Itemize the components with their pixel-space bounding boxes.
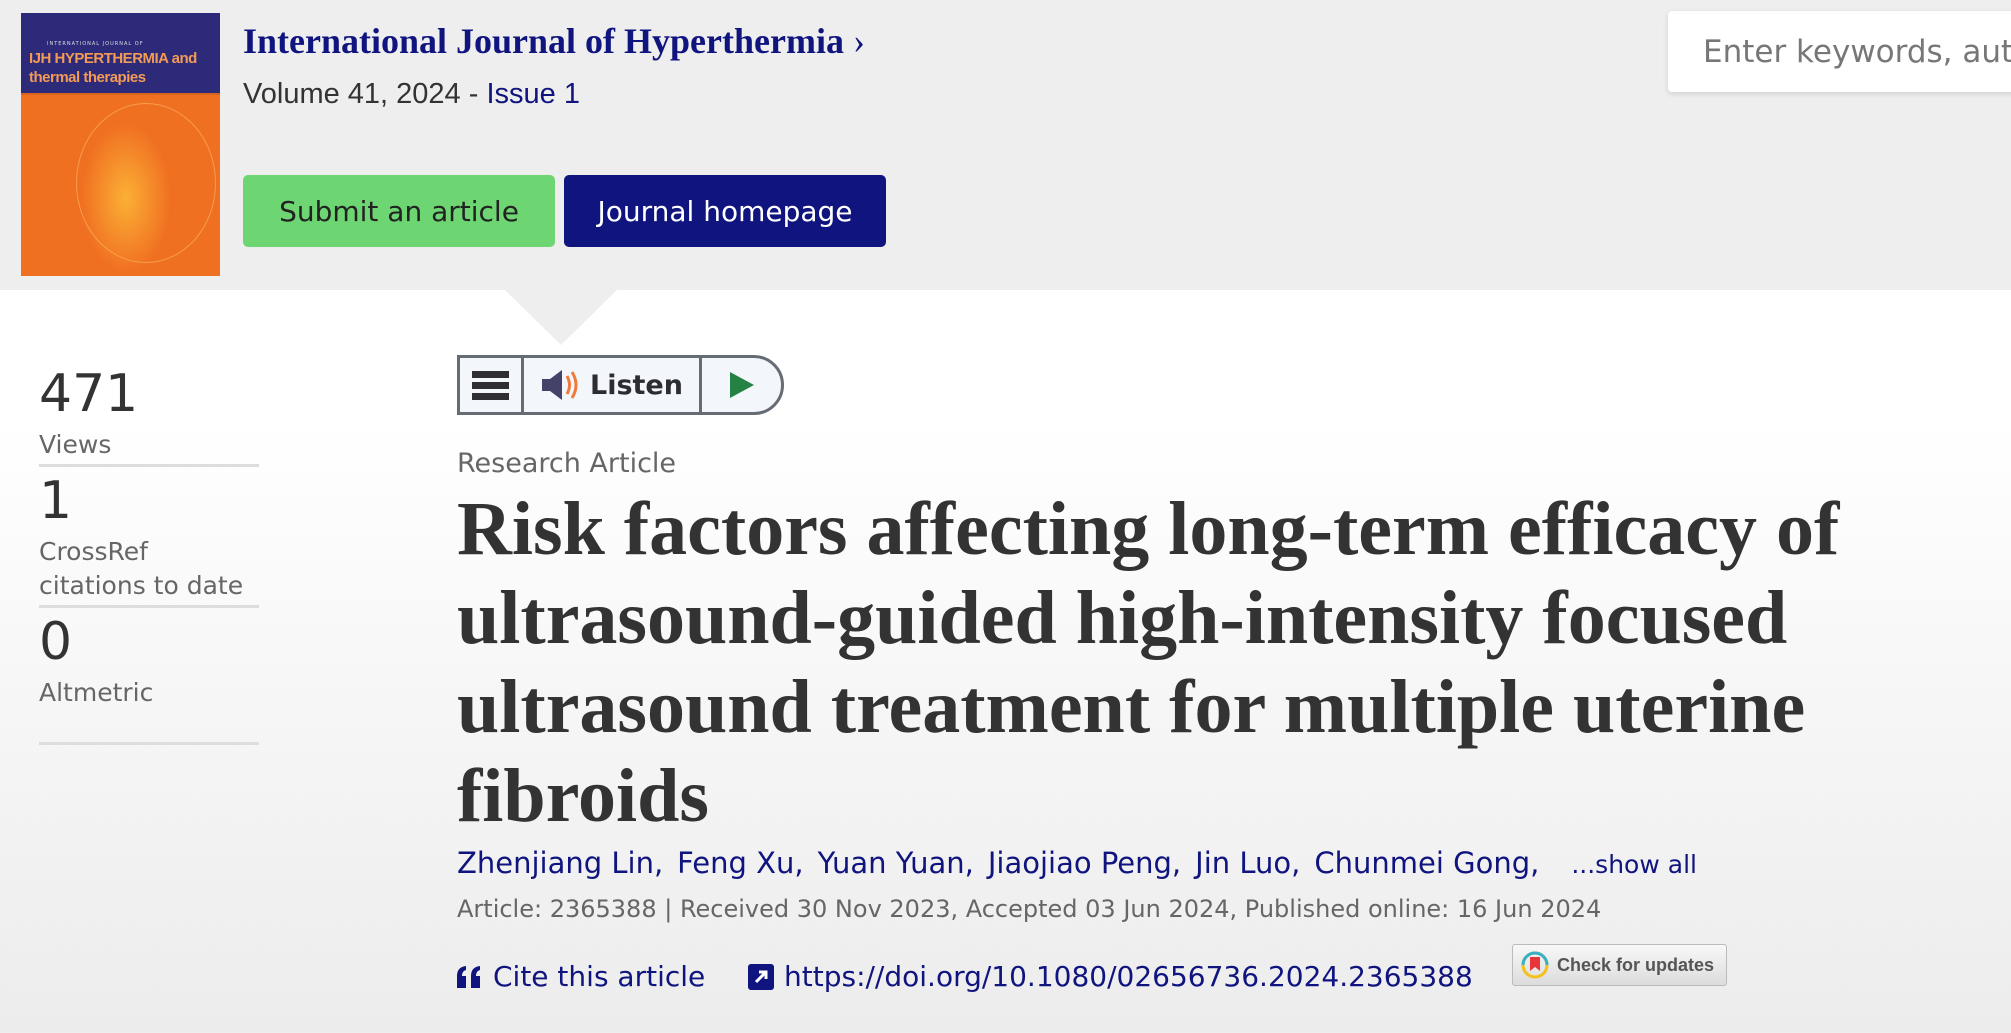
- metric-label: Views: [39, 430, 112, 459]
- article-type: Research Article: [457, 448, 677, 479]
- doi-link[interactable]: https://doi.org/10.1080/02656736.2024.23…: [748, 960, 1473, 993]
- listen-button[interactable]: Listen: [524, 358, 702, 412]
- journal-title-link[interactable]: International Journal of Hyperthermia ›: [243, 20, 865, 62]
- header-notch: [505, 290, 617, 345]
- cover-logo-text: IJH HYPERTHERMIA and thermal therapies: [29, 50, 197, 86]
- journal-title: International Journal of Hyperthermia: [243, 21, 844, 61]
- check-updates-label: Check for updates: [1557, 954, 1715, 975]
- metric-altmetric[interactable]: 0 Altmetric: [39, 608, 259, 745]
- external-link-icon: [748, 963, 774, 990]
- metric-label: Altmetric: [39, 678, 154, 707]
- metric-value: 471: [39, 364, 139, 424]
- check-for-updates-button[interactable]: Check for updates: [1512, 944, 1727, 986]
- cover-band: [21, 13, 220, 95]
- author-link[interactable]: Yuan Yuan,: [817, 846, 974, 880]
- journal-cover-image[interactable]: INTERNATIONAL JOURNAL OF IJH HYPERTHERMI…: [21, 13, 220, 276]
- cover-figure: [81, 123, 171, 273]
- cite-article-link[interactable]: Cite this article: [457, 960, 705, 993]
- article-title: Risk factors affecting long-term efficac…: [457, 487, 1840, 838]
- article-dates: Article: 2365388 | Received 30 Nov 2023,…: [457, 895, 1602, 923]
- author-link[interactable]: Feng Xu,: [677, 846, 804, 880]
- speaker-icon: [542, 370, 578, 400]
- metric-crossref[interactable]: 1 CrossRef citations to date: [39, 467, 259, 608]
- author-link[interactable]: Zhenjiang Lin,: [457, 846, 664, 880]
- cite-label: Cite this article: [493, 960, 706, 993]
- article-metrics: 471 Views 1 CrossRef citations to date 0…: [39, 360, 259, 745]
- quote-icon: [457, 965, 480, 988]
- metric-label: CrossRef citations to date: [39, 537, 244, 600]
- submit-article-button[interactable]: Submit an article: [243, 175, 555, 247]
- search-input[interactable]: Enter keywords, auth: [1668, 11, 2011, 92]
- menu-icon[interactable]: [460, 358, 524, 412]
- author-link[interactable]: Chunmei Gong,: [1314, 846, 1540, 880]
- metric-views[interactable]: 471 Views: [39, 360, 259, 467]
- cover-small-text: INTERNATIONAL JOURNAL OF: [47, 41, 144, 47]
- author-link[interactable]: Jin Luo,: [1195, 846, 1301, 880]
- listen-widget: Listen: [457, 355, 784, 415]
- author-list: Zhenjiang Lin, Feng Xu, Yuan Yuan, Jiaojiao…: [457, 846, 1697, 880]
- journal-homepage-button[interactable]: Journal homepage: [564, 175, 886, 247]
- issue-link[interactable]: Issue 1: [486, 78, 580, 110]
- show-all-authors-link[interactable]: ...show all: [1571, 850, 1697, 879]
- metric-value: 0: [39, 612, 73, 672]
- play-icon: [729, 372, 754, 398]
- metric-value: 1: [39, 471, 73, 531]
- volume-info: Volume 41, 2024 - Issue 1: [243, 78, 580, 111]
- listen-label: Listen: [590, 369, 683, 401]
- chevron-right-icon: ›: [852, 21, 865, 61]
- doi-text: https://doi.org/10.1080/02656736.2024.23…: [784, 960, 1473, 993]
- volume-text: Volume 41, 2024 -: [243, 78, 487, 110]
- author-link[interactable]: Jiaojiao Peng,: [987, 846, 1182, 880]
- crossmark-icon: [1521, 951, 1549, 979]
- play-button[interactable]: [702, 358, 781, 412]
- search-placeholder: Enter keywords, auth: [1703, 33, 2011, 70]
